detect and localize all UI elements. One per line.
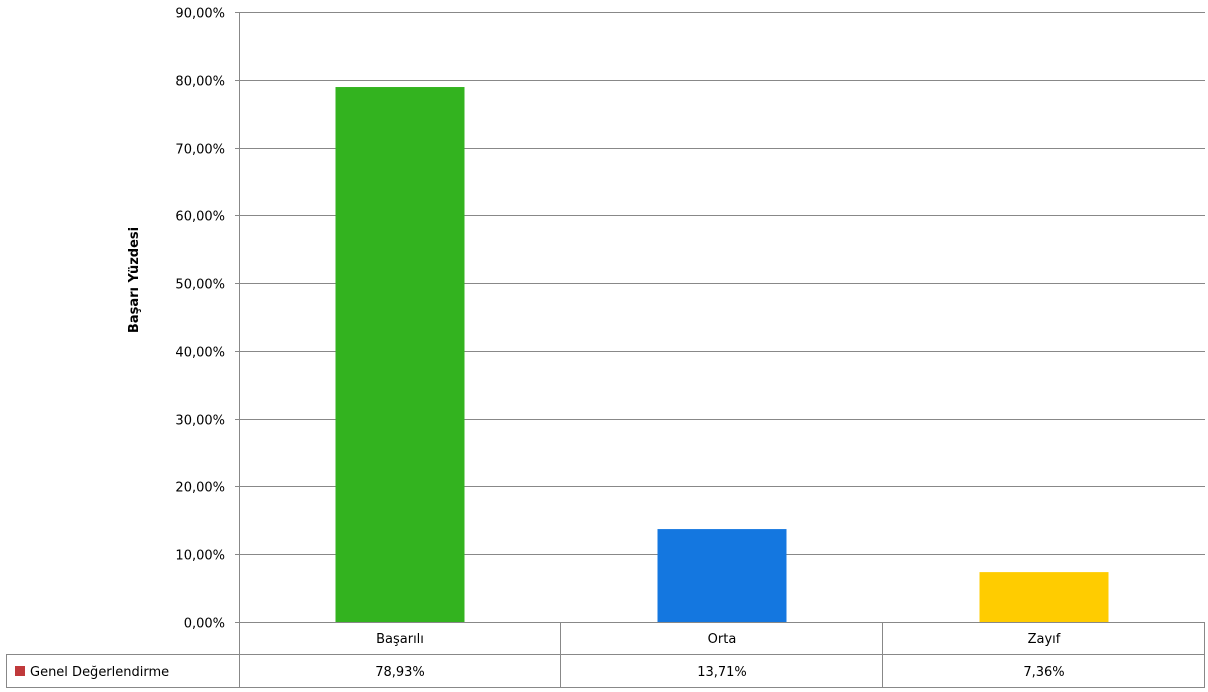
bars — [335, 87, 1109, 622]
y-tick-labels: 0,00% 10,00% 20,00% 30,00% 40,00% 50,00% 60,00… — [175, 7, 225, 632]
y-tick-label: 40,00% — [175, 346, 225, 361]
y-tick-label: 10,00% — [175, 549, 225, 564]
value-label: 7,36% — [1023, 665, 1064, 680]
category-label: Zayıf — [1028, 632, 1061, 647]
y-tick-label: 50,00% — [175, 278, 225, 293]
category-label: Başarılı — [376, 632, 424, 647]
bar-zayıf — [979, 572, 1109, 622]
y-tick-label: 20,00% — [175, 481, 225, 496]
y-tick-label: 90,00% — [175, 7, 225, 22]
y-axis-label: Başarı Yüzdesi — [127, 227, 142, 333]
y-tick-label: 30,00% — [175, 414, 225, 429]
legend-series-name: Genel Değerlendirme — [30, 665, 169, 680]
bar-orta — [657, 529, 787, 622]
legend-key — [15, 666, 25, 676]
category-label: Orta — [708, 632, 737, 647]
y-tick-label: 70,00% — [175, 143, 225, 158]
y-tick-label: 60,00% — [175, 210, 225, 225]
value-label: 78,93% — [375, 665, 425, 680]
bar-başarılı — [335, 87, 465, 622]
value-label: 13,71% — [697, 665, 747, 680]
y-tick-label: 80,00% — [175, 75, 225, 90]
data-table: Başarılı 78,93% Orta 13,71% Zayıf 7,36% Genel … — [6, 622, 1205, 688]
y-tick-label: 0,00% — [184, 617, 225, 632]
